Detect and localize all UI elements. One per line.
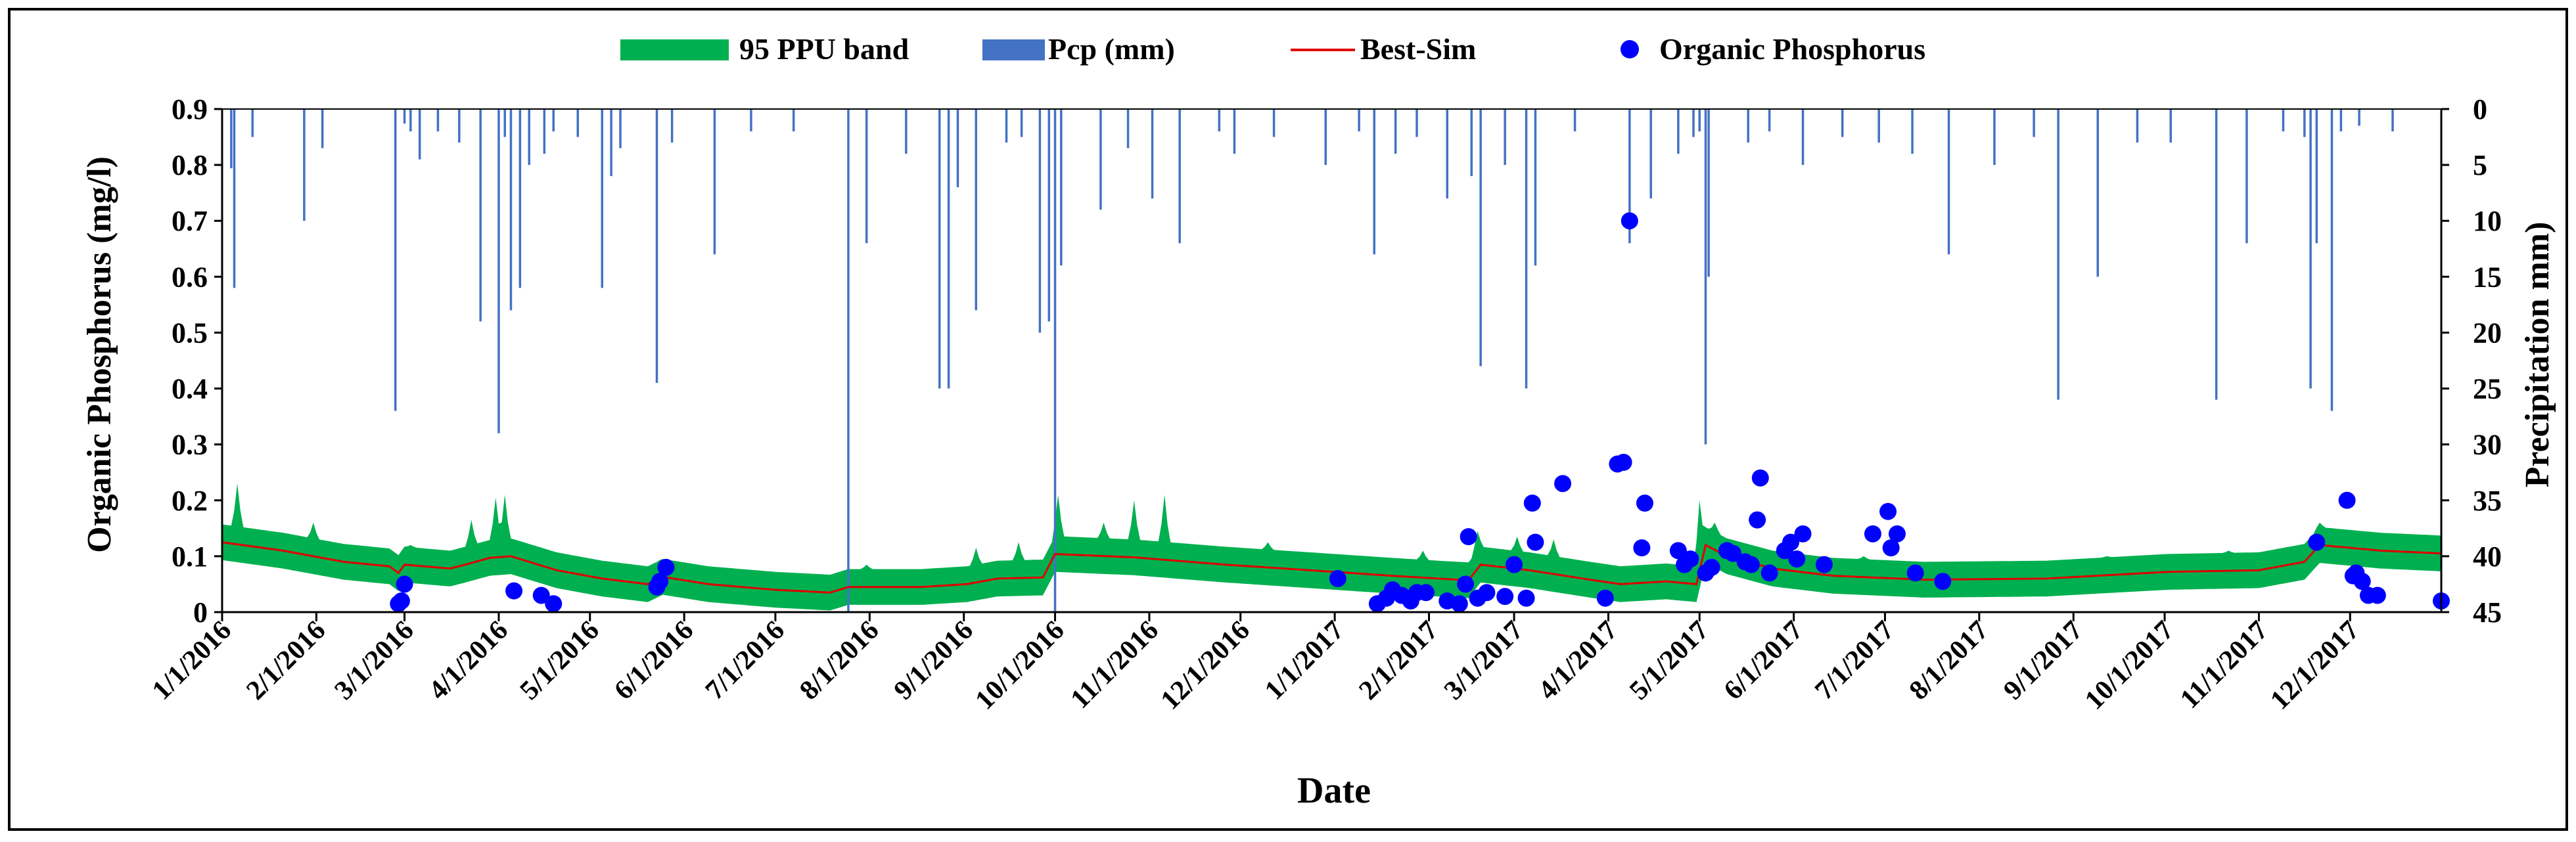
observed-point: [1615, 453, 1632, 471]
observed-point: [1523, 495, 1541, 512]
observed-point: [1457, 575, 1475, 593]
observed-point: [1724, 544, 1742, 562]
left-axis-ticks: 0 0.1 0.2 0.3 0.4 0.5 0.6 0.7 0.8 0.9: [172, 93, 222, 629]
observed-point: [1888, 525, 1906, 543]
y-tick-label: 0.2: [172, 485, 208, 517]
axes-layer: [221, 108, 2443, 613]
observed-points-layer: [390, 212, 2450, 613]
observed-point: [1517, 589, 1535, 607]
y-tick-label: 0.4: [172, 373, 208, 405]
y-tick-label: 0.5: [172, 317, 208, 349]
observed-point: [1417, 584, 1435, 602]
observed-point: [396, 575, 413, 593]
legend: 95 PPU band Pcp (mm) Best-Sim Organic Ph…: [620, 32, 1925, 66]
y-tick-label: 0.6: [172, 261, 208, 293]
best-sim-line: [221, 541, 2442, 594]
observed-point: [505, 582, 523, 600]
y2-tick-label: 25: [2473, 373, 2502, 405]
y-tick-label: 0.7: [172, 205, 208, 237]
legend-swatch-precip: [982, 39, 1045, 60]
y-tick-label: 0.3: [172, 429, 208, 461]
y-tick-label: 0: [193, 596, 208, 629]
best-sim-layer: [221, 541, 2442, 594]
y2-tick-label: 0: [2473, 93, 2487, 125]
y2-tick-label: 10: [2473, 205, 2502, 237]
right-axis-ticks: 0 5 10 15 20 25 30 35 40 45: [2441, 93, 2502, 629]
observed-point: [1450, 595, 1468, 613]
observed-point: [1751, 469, 1769, 487]
legend-label-band: 95 PPU band: [739, 32, 909, 66]
observed-point: [1788, 550, 1806, 568]
observed-point: [1934, 573, 1952, 590]
observed-point: [1906, 564, 1924, 582]
legend-swatch-observed: [1621, 40, 1639, 58]
y2-tick-label: 30: [2473, 429, 2502, 461]
observed-point: [1596, 589, 1614, 607]
observed-point: [657, 558, 675, 576]
observed-point: [1621, 212, 1638, 230]
observed-point: [2338, 491, 2356, 509]
observed-point: [1742, 556, 1760, 573]
observed-point: [651, 573, 669, 590]
observed-point: [1554, 475, 1572, 493]
y2-tick-label: 45: [2473, 596, 2502, 629]
observed-point: [1882, 539, 1900, 557]
observed-point: [1460, 528, 1477, 546]
x-axis-title: Date: [1297, 770, 1371, 811]
y-tick-label: 0.9: [172, 93, 208, 125]
observed-point: [545, 595, 563, 613]
y-tick-label: 0.1: [172, 541, 208, 573]
observed-point: [1703, 558, 1720, 576]
observed-point: [532, 587, 550, 604]
legend-label-observed: Organic Phosphorus: [1659, 32, 1925, 66]
observed-point: [1636, 495, 1653, 512]
observed-point: [1669, 542, 1687, 560]
legend-swatch-band: [620, 39, 729, 60]
observed-point: [1496, 588, 1514, 606]
observed-point: [392, 592, 410, 609]
observed-point: [1879, 502, 1897, 520]
observed-point: [1794, 525, 1812, 543]
observed-point: [2368, 587, 2386, 604]
observed-point: [1815, 556, 1833, 573]
y2-tick-label: 40: [2473, 541, 2502, 573]
y-tick-label: 0.8: [172, 149, 208, 181]
observed-point: [1527, 533, 1544, 551]
y2-tick-label: 5: [2473, 149, 2487, 181]
y2-tick-label: 20: [2473, 317, 2502, 349]
chart-frame: [8, 8, 2568, 831]
observed-point: [1760, 564, 1778, 582]
precipitation-layer: [230, 109, 2394, 612]
observed-point: [1782, 533, 1800, 551]
observed-point: [1864, 525, 1881, 543]
y2-tick-label: 35: [2473, 485, 2502, 517]
legend-label-best-sim: Best-Sim: [1360, 32, 1476, 66]
observed-point: [1329, 569, 1346, 587]
legend-label-precip: Pcp (mm): [1048, 32, 1175, 66]
observed-point: [1682, 550, 1699, 568]
y-axis-title: Organic Phosphorus (mg/l): [81, 156, 118, 553]
y2-axis-title: Precipitation mm): [2519, 222, 2556, 488]
observed-point: [1478, 584, 1496, 602]
observed-point: [1749, 511, 1766, 529]
y2-tick-label: 15: [2473, 261, 2502, 293]
observed-point: [2353, 573, 2371, 590]
observed-point: [1633, 539, 1651, 557]
observed-point: [2308, 533, 2326, 551]
observed-point: [1506, 556, 1523, 573]
